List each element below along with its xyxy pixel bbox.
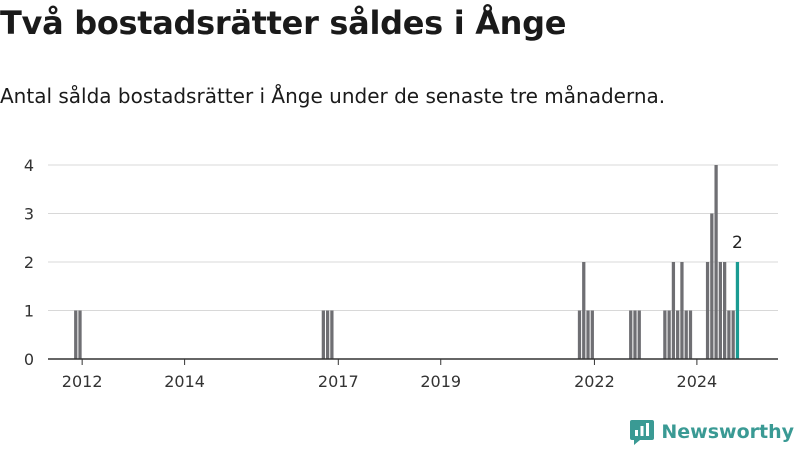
chart-title: Två bostadsrätter såldes i Ånge <box>0 4 567 42</box>
x-tick-label: 2014 <box>164 372 205 391</box>
bar <box>633 310 637 359</box>
bar <box>710 213 714 359</box>
bar <box>582 262 586 359</box>
bar <box>78 310 82 359</box>
y-tick-label: 3 <box>24 205 34 224</box>
y-tick-label: 0 <box>24 350 34 369</box>
bar <box>321 310 325 359</box>
y-axis-ticks: 0 1 2 3 4 <box>24 156 34 369</box>
bar <box>671 262 676 359</box>
bar <box>680 262 684 359</box>
data-label: 2 <box>732 233 743 253</box>
newsworthy-logo-icon <box>630 420 655 445</box>
x-tick-label: 2022 <box>574 372 615 391</box>
gridlines <box>48 164 778 311</box>
bar <box>684 310 688 359</box>
bar <box>330 310 334 359</box>
bar <box>590 310 594 359</box>
bar <box>723 262 727 359</box>
data-labels: 2 <box>732 233 743 253</box>
bar <box>688 310 693 359</box>
x-tick-label: 2024 <box>677 372 718 391</box>
bar <box>705 262 710 359</box>
bar <box>325 310 330 359</box>
brand-logo: Newsworthy <box>629 418 794 446</box>
bars <box>74 165 740 359</box>
brand-name: Newsworthy <box>661 421 794 443</box>
bar <box>629 310 633 359</box>
bar <box>663 310 667 359</box>
bar-highlight <box>735 262 740 359</box>
x-tick-label: 2012 <box>62 372 103 391</box>
bar <box>637 310 641 359</box>
bar <box>731 310 735 359</box>
y-tick-label: 4 <box>24 156 34 175</box>
bar <box>676 310 680 359</box>
x-tick-label: 2019 <box>420 372 461 391</box>
y-tick-label: 1 <box>24 302 34 321</box>
bar <box>727 310 731 359</box>
bar <box>667 310 671 359</box>
x-tick-label: 2017 <box>318 372 359 391</box>
chart-subtitle: Antal sålda bostadsrätter i Ånge under d… <box>0 84 666 108</box>
bar <box>586 310 590 359</box>
y-tick-label: 2 <box>24 253 34 272</box>
bar <box>718 262 723 359</box>
x-axis-ticks: 2012 2014 2017 2019 2022 2024 <box>62 359 717 391</box>
bar-chart: 0 1 2 3 4 2012 2014 2017 2019 2022 2024 2 <box>24 156 778 391</box>
bar <box>577 310 582 359</box>
bar <box>74 310 78 359</box>
bar <box>714 165 718 359</box>
